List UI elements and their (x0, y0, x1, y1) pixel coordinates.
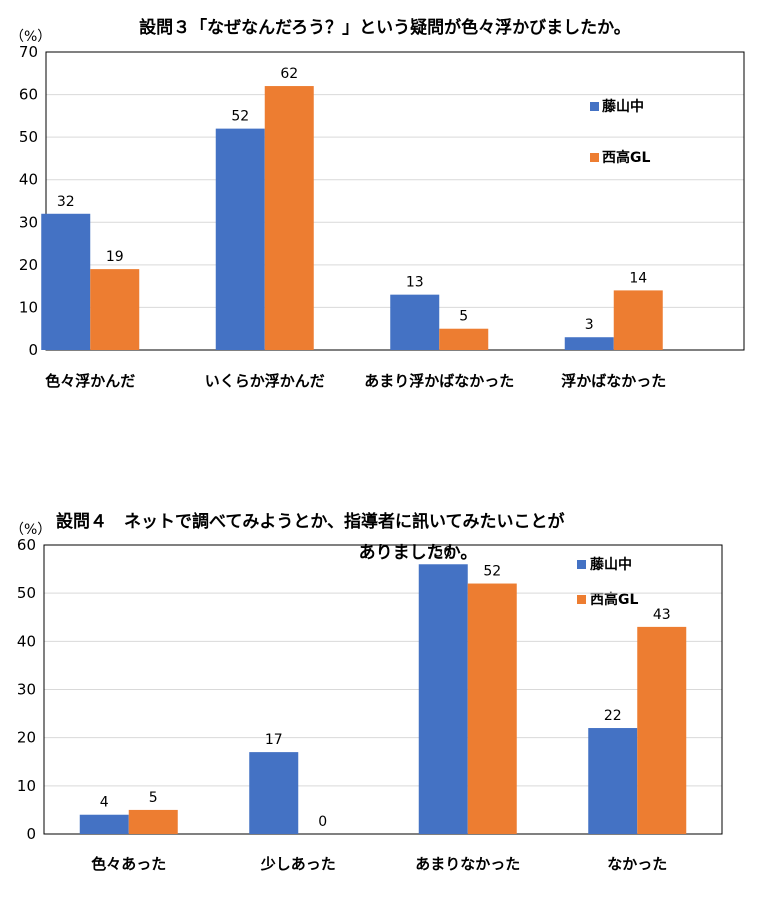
y-tick-label: 10 (17, 777, 36, 795)
x-category-label: 色々浮かんだ (45, 372, 135, 390)
data-label: 52 (231, 109, 249, 125)
y-tick-label: 40 (17, 632, 36, 650)
bar-series2 (439, 328, 489, 350)
data-label: 13 (406, 275, 424, 291)
y-tick-label: 50 (17, 584, 36, 602)
data-label: 3 (585, 317, 594, 333)
legend-label-series1: 藤山中 (602, 98, 644, 115)
data-label: 19 (106, 249, 124, 265)
bar-series2 (613, 290, 663, 350)
legend-swatch-series2 (590, 153, 599, 162)
bar-series2 (90, 269, 140, 350)
legend-swatch-series2 (577, 595, 586, 604)
data-label: 22 (604, 708, 622, 724)
y-unit-label: （%） (10, 29, 51, 45)
x-category-label: なかった (607, 855, 667, 873)
legend-label-series2: 西高GL (602, 149, 650, 166)
y-tick-label: 60 (19, 86, 38, 104)
x-category-label: 少しあった (260, 855, 336, 873)
bar-series1 (564, 337, 614, 350)
data-label: 62 (280, 66, 298, 82)
y-tick-label: 20 (19, 256, 38, 274)
x-category-label: いくらか浮かんだ (205, 372, 325, 390)
chart-title: 設問３「なぜなんだろう？」という疑問が色々浮かびましたか。 (139, 17, 631, 38)
bar-series2 (128, 809, 178, 834)
bar-series2 (637, 626, 687, 834)
data-label: 56 (434, 544, 452, 560)
data-label: 14 (629, 270, 647, 286)
bar-series1 (215, 128, 265, 350)
bar-series1 (249, 752, 299, 834)
chart-title-line2: ありましたか。 (359, 543, 478, 563)
y-tick-label: 30 (19, 213, 38, 231)
bar-series1 (79, 814, 129, 834)
x-category-label: 浮かばなかった (561, 372, 666, 390)
legend-swatch-series1 (577, 560, 586, 569)
y-tick-label: 20 (17, 729, 36, 747)
chart-question-3: 設問３「なぜなんだろう？」という疑問が色々浮かびましたか。 （%） 藤山中 西高… (0, 0, 769, 420)
y-tick-label: 40 (19, 171, 38, 189)
bar-series1 (390, 294, 440, 350)
data-label: 5 (149, 790, 158, 806)
chart-title: 設問４ ネットで調べてみようとか、指導者に訊いてみたいことが (56, 511, 564, 532)
data-label: 5 (459, 309, 468, 325)
chart-question-3-svg: 設問３「なぜなんだろう？」という疑問が色々浮かびましたか。 （%） 藤山中 西高… (10, 17, 745, 390)
x-category-label: あまりなかった (415, 855, 520, 873)
legend-label-series1: 藤山中 (590, 556, 632, 573)
bar-series1 (588, 728, 638, 834)
data-label: 4 (100, 795, 109, 811)
bar-series2 (467, 583, 517, 834)
y-tick-label: 30 (17, 681, 36, 699)
y-tick-label: 60 (17, 536, 36, 554)
legend-label-series2: 西高GL (590, 591, 638, 608)
bar-series2 (264, 86, 314, 351)
y-tick-label: 0 (28, 341, 38, 359)
y-unit-label: （%） (10, 522, 51, 538)
x-category-label: 色々あった (91, 855, 166, 873)
y-tick-label: 70 (19, 43, 38, 61)
plot-frame (43, 544, 723, 835)
data-label: 43 (653, 607, 671, 623)
y-tick-label: 0 (26, 825, 36, 843)
chart-question-4: 設問４ ネットで調べてみようとか、指導者に訊いてみたいことが ありましたか。 （… (0, 500, 769, 900)
data-label: 0 (318, 814, 327, 830)
data-label: 52 (483, 564, 501, 580)
x-category-label: あまり浮かばなかった (364, 372, 514, 390)
data-label: 32 (57, 194, 75, 210)
y-tick-label: 50 (19, 128, 38, 146)
legend-swatch-series1 (590, 102, 599, 111)
y-tick-label: 10 (19, 298, 38, 316)
bar-series1 (418, 564, 468, 834)
bar-series1 (41, 213, 91, 350)
chart-question-4-svg: 設問４ ネットで調べてみようとか、指導者に訊いてみたいことが ありましたか。 （… (10, 511, 723, 873)
data-label: 17 (265, 732, 283, 748)
